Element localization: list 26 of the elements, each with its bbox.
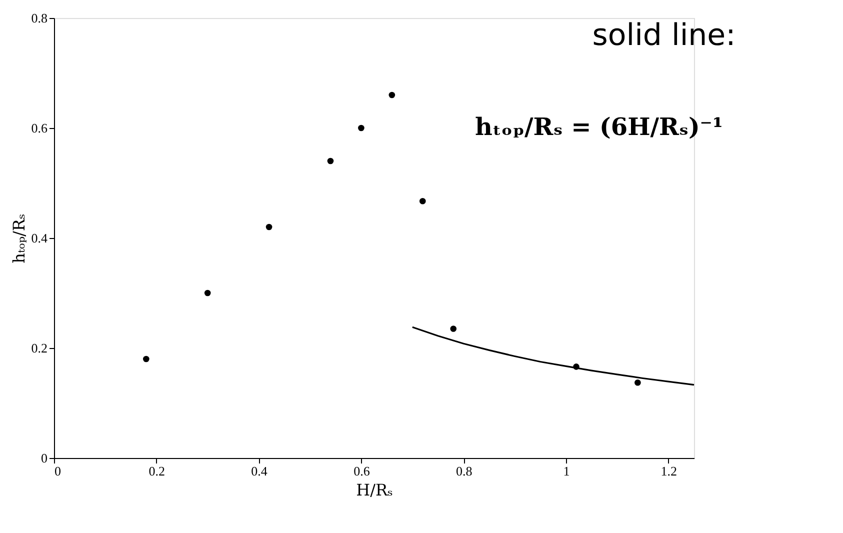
y-tick-label: 0.6 (31, 120, 48, 136)
y-tick-label: 0.4 (31, 230, 48, 246)
point (204, 290, 211, 296)
point (143, 356, 150, 362)
point (327, 158, 334, 164)
point (358, 124, 364, 132)
line-series (412, 326, 695, 386)
point (388, 92, 396, 98)
x-tick-label: 0.2 (148, 464, 166, 478)
x-tick-label: 0.6 (354, 464, 370, 478)
x-tick-label: 1.2 (660, 464, 678, 478)
annotation: hₜₒₚ/Rₛ = (6H/Rₛ)⁻¹ (475, 112, 723, 141)
x-tick-label: 0.8 (456, 464, 472, 478)
annotation: solid line: (592, 18, 736, 53)
x-tick-label: 0.4 (251, 464, 268, 478)
y-axis-title: hₜₒₚ/Rₛ (9, 214, 28, 264)
point (450, 326, 457, 332)
point (266, 224, 272, 230)
point (634, 379, 641, 386)
x-axis-title: H/Rₛ (356, 480, 393, 500)
y-tick-label: 0 (41, 450, 48, 466)
y-tick-label: 0.2 (31, 340, 48, 356)
point (419, 198, 426, 204)
y-tick-label: 0.8 (31, 10, 48, 26)
x-tick-label: 1 (563, 464, 570, 478)
x-tick-label: 0 (54, 464, 61, 478)
